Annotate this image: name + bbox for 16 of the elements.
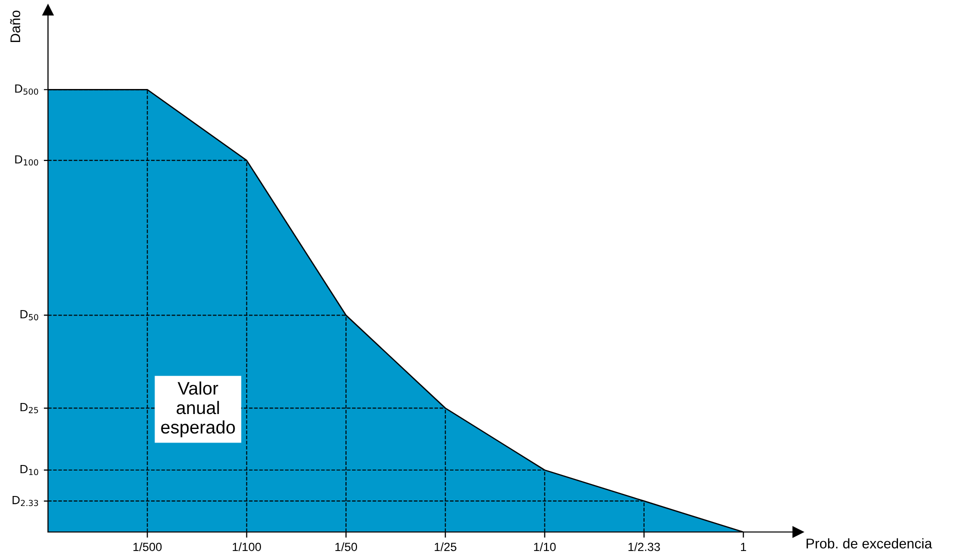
y-axis-title: Daño xyxy=(10,10,20,42)
x-tick-label: 1/50 xyxy=(335,542,358,552)
x-axis-title: Prob. de excedencia xyxy=(806,538,932,548)
x-tick-label: 1 xyxy=(740,542,746,551)
ref-line-label: D$_{25}$ xyxy=(20,403,38,414)
x-tick-label: 1/500 xyxy=(133,542,162,552)
ref-line-label: D$_{50}$ xyxy=(20,310,38,320)
annotation: Valor anual esperado xyxy=(161,381,235,438)
ref-line-label: D$_{2.33}$ xyxy=(12,496,38,506)
x-tick-label: 1/100 xyxy=(232,542,261,552)
x-tick-label: 1/10 xyxy=(534,542,556,552)
x-tick-label: 1/2.33 xyxy=(628,542,660,552)
ref-line-label: D$_{10}$ xyxy=(20,464,38,476)
x-tick-label: 1/25 xyxy=(434,542,456,552)
ref-line-label: D$_{100}$ xyxy=(15,155,38,166)
ref-line-label: D$_{500}$ xyxy=(15,84,38,95)
